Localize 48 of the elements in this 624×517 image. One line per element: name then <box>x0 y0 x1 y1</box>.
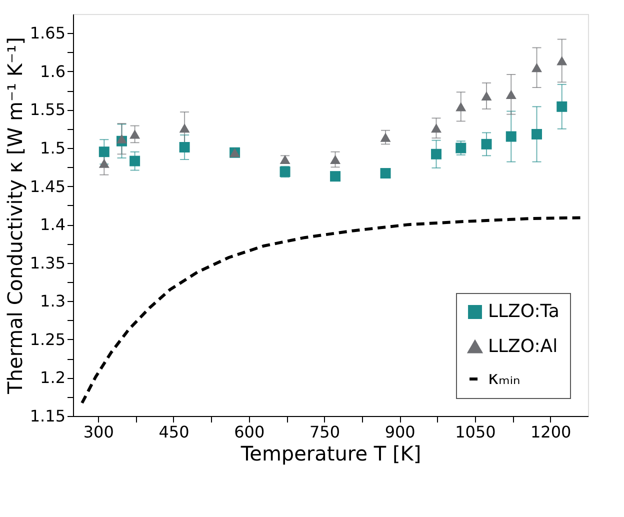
x-tick-label: 750 <box>309 422 340 442</box>
line-series <box>80 216 583 404</box>
legend-label: LLZO:Ta <box>488 301 560 322</box>
point <box>506 90 516 99</box>
y-tick-label: 1.35 <box>30 253 66 272</box>
point <box>98 146 110 158</box>
point <box>481 138 492 150</box>
point <box>330 154 341 164</box>
point <box>506 131 516 142</box>
point <box>330 171 341 182</box>
x-tick-label: 300 <box>83 422 114 442</box>
point <box>556 56 568 66</box>
x-tick-label: 450 <box>158 422 190 442</box>
y-tick-label: 1.6 <box>40 62 66 81</box>
point <box>280 154 290 164</box>
y-tick-label: 1.4 <box>40 215 66 234</box>
point <box>456 102 466 112</box>
x-axis-title: Temperature T [K] <box>240 442 422 466</box>
point <box>532 63 542 72</box>
legend-label: κₘᵢₙ <box>488 368 520 389</box>
point <box>556 101 568 112</box>
y-axis-title: Thermal Conductivity κ [W m⁻¹ K⁻¹] <box>2 37 27 395</box>
y-tick-label: 1.2 <box>40 368 66 388</box>
y-tick-label: 1.3 <box>40 292 66 311</box>
legend-label: LLZO:Al <box>488 336 558 357</box>
point <box>380 132 391 142</box>
point <box>481 91 492 100</box>
y-tick-label: 1.15 <box>30 406 66 426</box>
point <box>98 158 110 168</box>
point <box>380 168 391 179</box>
point <box>130 156 140 166</box>
y-tick-label: 1.45 <box>30 176 66 196</box>
x-tick-label: 1050 <box>455 422 496 442</box>
point <box>532 128 542 140</box>
point <box>179 142 190 152</box>
y-tick-label: 1.5 <box>40 138 66 158</box>
point <box>431 148 442 160</box>
x-tick-label: 600 <box>234 422 265 442</box>
y-tick-label: 1.55 <box>30 100 66 120</box>
point <box>179 124 190 133</box>
point <box>116 134 127 144</box>
x-tick-label: 900 <box>384 422 416 442</box>
y-tick-label: 1.25 <box>30 330 66 349</box>
x-tick-label: 1200 <box>530 422 572 442</box>
point <box>431 124 442 133</box>
point <box>456 142 466 154</box>
point <box>130 130 140 139</box>
y-tick-label: 1.65 <box>30 24 66 43</box>
